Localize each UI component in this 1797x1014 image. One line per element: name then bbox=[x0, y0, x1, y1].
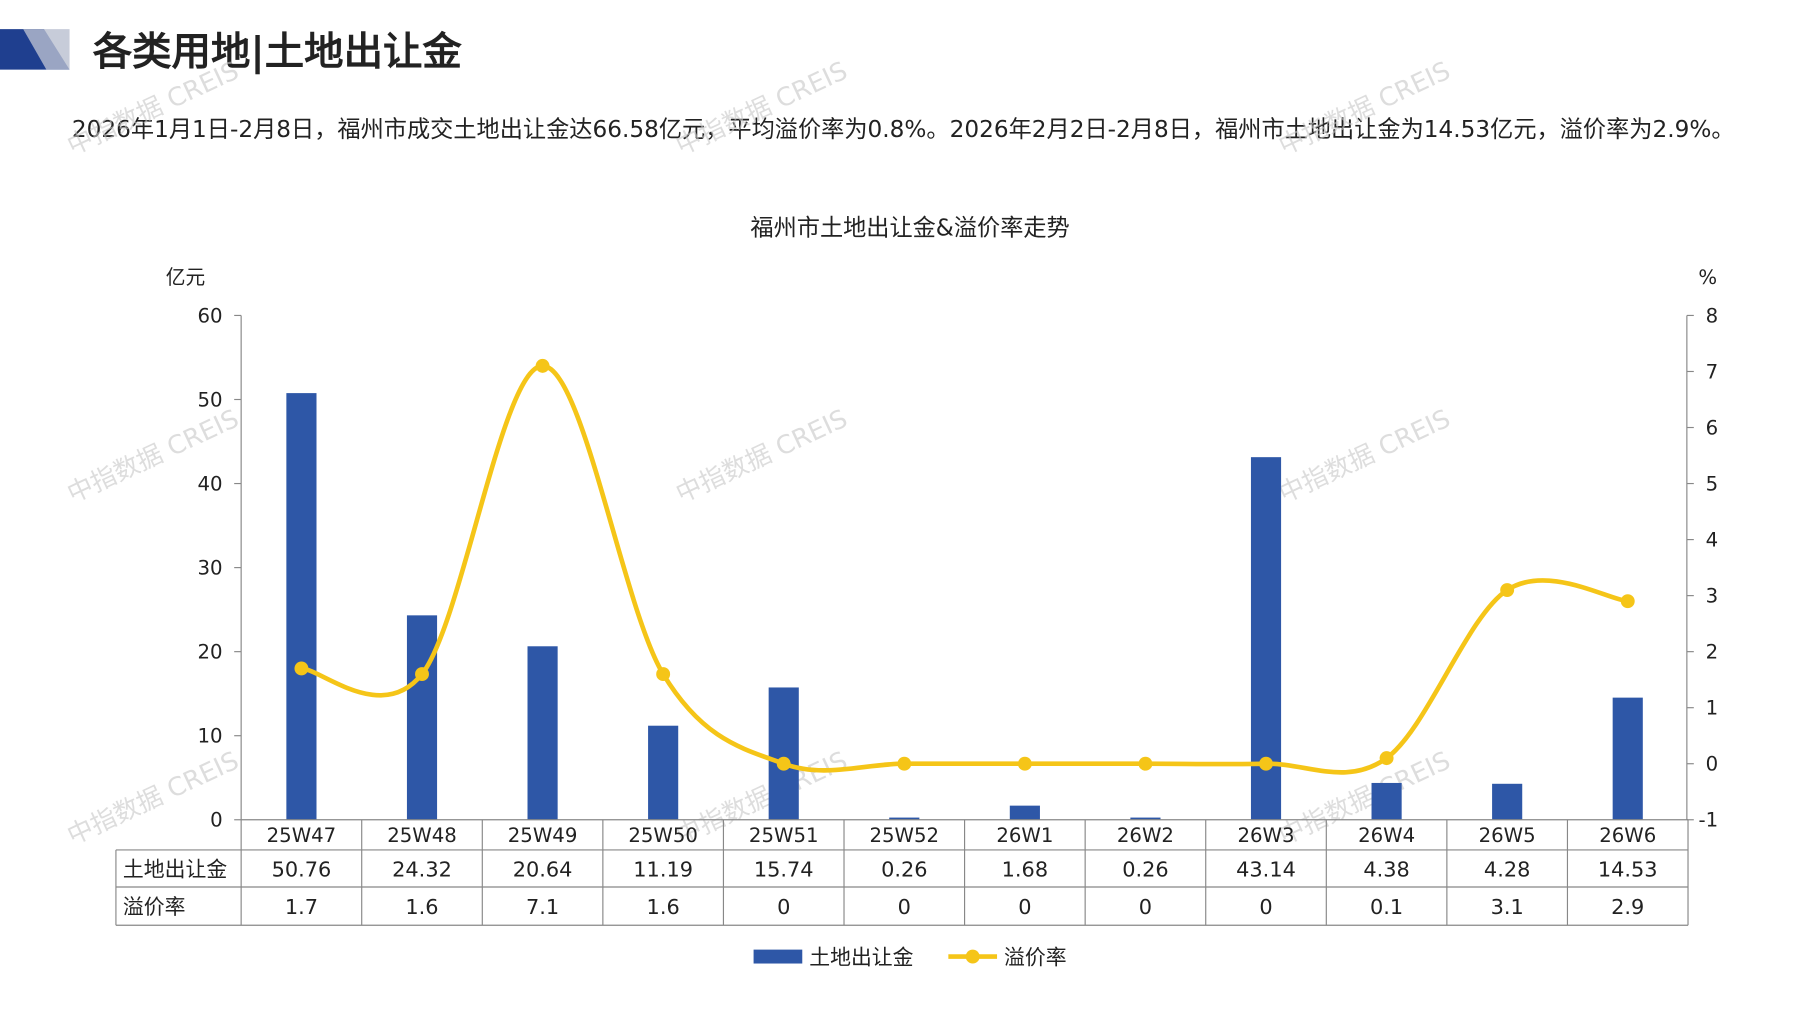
bar bbox=[1612, 697, 1643, 820]
legend-label: 土地出让金 bbox=[809, 946, 913, 970]
y-tick-label: 40 bbox=[198, 473, 223, 496]
table-cell: 24.32 bbox=[392, 858, 452, 882]
table-cell: 0 bbox=[777, 895, 790, 919]
table-row-header: 土地出让金 bbox=[123, 858, 227, 882]
summary-box: 2026年1月1日-2月8日，福州市成交土地出让金达66.58亿元，平均溢价率为… bbox=[71, 114, 1735, 143]
title-icon-shade bbox=[23, 29, 70, 70]
bar bbox=[1492, 783, 1523, 820]
page-title: 各类用地|土地出让金 bbox=[93, 29, 463, 75]
bar bbox=[1130, 817, 1161, 820]
x-tick-label: 26W5 bbox=[1479, 824, 1536, 847]
table-cell: 11.19 bbox=[633, 858, 693, 882]
line-marker bbox=[897, 756, 912, 771]
y2-tick-label: 6 bbox=[1706, 416, 1719, 439]
y2-tick-label: 7 bbox=[1706, 360, 1719, 383]
table-cell: 15.74 bbox=[754, 858, 814, 882]
x-tick-label: 26W2 bbox=[1117, 824, 1174, 847]
x-tick-label: 25W47 bbox=[267, 824, 337, 847]
table-cell: 0 bbox=[1259, 895, 1272, 919]
y2-tick-label: 2 bbox=[1706, 641, 1719, 664]
line-marker bbox=[294, 661, 309, 676]
table-cell: 7.1 bbox=[526, 895, 559, 919]
y-tick-label: 30 bbox=[198, 557, 223, 580]
table-cell: 4.38 bbox=[1363, 858, 1409, 882]
bar bbox=[889, 817, 920, 820]
y-tick-label: 20 bbox=[198, 641, 223, 664]
x-tick-label: 25W49 bbox=[508, 824, 578, 847]
x-tick-label: 26W6 bbox=[1599, 824, 1656, 847]
bar bbox=[406, 615, 438, 820]
table-cell: 0 bbox=[1139, 895, 1152, 919]
table-cell: 0.1 bbox=[1370, 895, 1403, 919]
watermark: 中指数据 CREIS bbox=[63, 746, 244, 852]
x-tick-label: 25W52 bbox=[870, 824, 940, 847]
legend-label: 溢价率 bbox=[1004, 946, 1067, 970]
table-cell: 14.53 bbox=[1598, 858, 1658, 882]
bar bbox=[286, 393, 317, 820]
watermark: 中指数据 CREIS bbox=[1274, 404, 1455, 510]
bar bbox=[648, 725, 679, 820]
table-cell: 1.6 bbox=[647, 895, 680, 919]
x-tick-label: 25W50 bbox=[628, 824, 698, 847]
y-axis-unit: 亿元 bbox=[166, 266, 205, 289]
line-marker bbox=[1138, 756, 1153, 771]
table-cell: 0 bbox=[898, 895, 911, 919]
bar bbox=[1371, 782, 1402, 820]
bar bbox=[1009, 805, 1040, 820]
table-row-header: 溢价率 bbox=[123, 895, 186, 919]
table-cell: 1.68 bbox=[1002, 858, 1048, 882]
line-marker bbox=[776, 756, 791, 771]
y2-tick-label: 1 bbox=[1706, 697, 1719, 720]
bar bbox=[768, 687, 799, 820]
line-marker bbox=[1379, 751, 1394, 766]
y2-axis-unit: % bbox=[1698, 266, 1717, 289]
table-cell: 0.26 bbox=[1122, 858, 1168, 882]
x-tick-label: 25W48 bbox=[387, 824, 457, 847]
line-marker bbox=[1500, 583, 1515, 597]
y2-tick-label: 4 bbox=[1706, 529, 1719, 552]
table-cell: 0 bbox=[1018, 895, 1031, 919]
table-cell: 1.6 bbox=[405, 895, 438, 919]
table-cell: 43.14 bbox=[1236, 858, 1296, 882]
table-cell: 20.64 bbox=[513, 858, 573, 882]
legend-swatch-marker bbox=[965, 949, 980, 964]
chart-title: 福州市土地出让金&溢价率走势 bbox=[750, 214, 1069, 241]
x-tick-label: 26W1 bbox=[996, 824, 1053, 847]
watermark: 中指数据 CREIS bbox=[671, 404, 852, 510]
line-marker bbox=[656, 667, 671, 682]
table-cell: 1.7 bbox=[285, 895, 318, 919]
y2-tick-label: 8 bbox=[1706, 304, 1719, 327]
line-marker bbox=[1259, 756, 1273, 771]
table-cell: 2.9 bbox=[1611, 895, 1644, 919]
line-marker bbox=[1017, 756, 1032, 771]
y2-tick-label: 5 bbox=[1706, 473, 1719, 496]
y-tick-label: 60 bbox=[198, 304, 223, 327]
table-cell: 50.76 bbox=[272, 858, 332, 882]
bar bbox=[527, 646, 558, 820]
legend-swatch bbox=[753, 949, 803, 964]
y2-tick-label: -1 bbox=[1699, 809, 1719, 832]
y-tick-label: 10 bbox=[198, 725, 223, 748]
line-marker bbox=[1620, 594, 1635, 609]
x-tick-label: 26W3 bbox=[1237, 824, 1294, 847]
x-tick-label: 25W51 bbox=[749, 824, 819, 847]
line-marker bbox=[415, 667, 429, 682]
line-marker bbox=[535, 358, 550, 373]
table-cell: 3.1 bbox=[1491, 895, 1524, 919]
table-cell: 4.28 bbox=[1484, 858, 1530, 882]
line bbox=[301, 363, 1629, 775]
y2-tick-label: 0 bbox=[1706, 753, 1719, 776]
table-cell: 0.26 bbox=[881, 858, 927, 882]
y-tick-label: 50 bbox=[198, 388, 223, 411]
x-tick-label: 26W4 bbox=[1358, 824, 1415, 847]
y-tick-label: 0 bbox=[210, 809, 223, 832]
y2-tick-label: 3 bbox=[1706, 585, 1719, 608]
summary: 2026年1月1日-2月8日，福州市成交土地出让金达66.58亿元，平均溢价率为… bbox=[71, 114, 1735, 143]
